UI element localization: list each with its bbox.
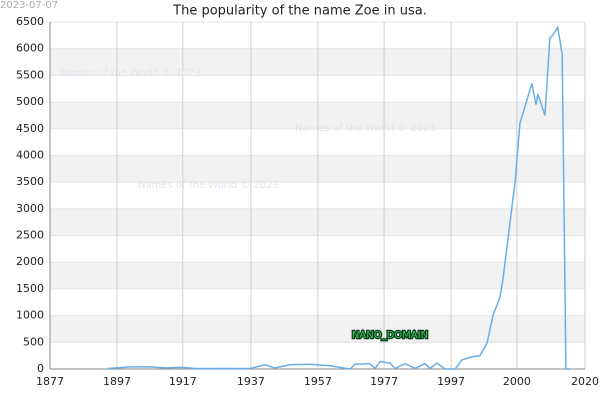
y-tick-label: 2500 — [16, 229, 44, 242]
y-tick-label: 500 — [23, 335, 44, 348]
y-tick-label: 6000 — [16, 42, 44, 55]
watermark: Names of the World © 2023 — [295, 123, 436, 134]
y-tick-label: 0 — [37, 362, 44, 375]
y-tick-label: 3500 — [16, 175, 44, 188]
x-tick-label: 1937 — [237, 375, 265, 388]
y-tick-label: 1500 — [16, 282, 44, 295]
date-stamp: 2023-07-07 — [0, 0, 58, 11]
y-tick-label: 3000 — [16, 202, 44, 215]
y-tick-label: 1000 — [16, 309, 44, 322]
y-tick-label: 2000 — [16, 255, 44, 268]
line — [107, 25, 571, 370]
x-tick-label: 1897 — [103, 375, 131, 388]
x-tick-label: 2020 — [571, 375, 599, 388]
y-tick-label: 4500 — [16, 122, 44, 135]
x-tick-label: 1997 — [437, 375, 465, 388]
annotation: NANO_DOMAIN — [352, 330, 428, 341]
x-tick-label: 1917 — [169, 375, 197, 388]
y-tick-label: 5500 — [16, 68, 44, 81]
x-tick-label: 1877 — [36, 375, 64, 388]
x-tick-label: 2000 — [503, 375, 531, 388]
y-tick-label: 4000 — [16, 148, 44, 161]
x-tick-label: 1957 — [304, 375, 332, 388]
y-tick-label: 6500 — [16, 15, 44, 28]
watermark: Names of the World © 2023 — [138, 180, 279, 191]
y-tick-label: 5000 — [16, 95, 44, 108]
watermark: Names of the World © 2023 — [60, 68, 201, 79]
x-tick-label: 1977 — [370, 375, 398, 388]
chart-title: The popularity of the name Zoe in usa. — [172, 4, 427, 19]
